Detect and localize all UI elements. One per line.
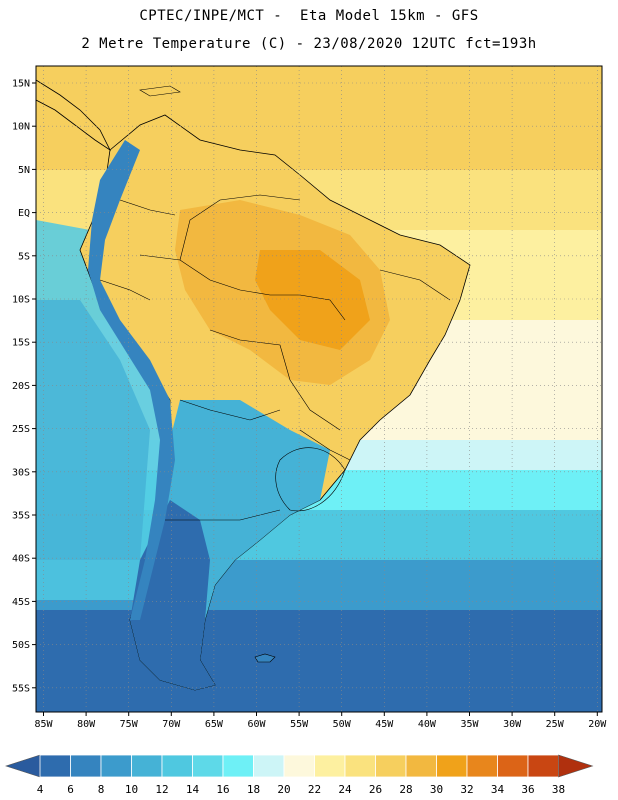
lon-tick-label: 25W <box>546 719 565 730</box>
colorbar-label: 22 <box>308 783 321 796</box>
latitude-axis: 15N 10N 5N EQ 5S 10S 15S 20S 25S 30S 35S 40S 45S 50S 5… <box>12 79 36 694</box>
lat-tick-label: EQ <box>18 208 30 219</box>
map-title-line-2: 2 Metre Temperature (C) - 23/08/2020 12U… <box>81 36 537 52</box>
colorbar-label: 38 <box>552 783 565 796</box>
lat-tick-label: 40S <box>12 554 30 565</box>
colorbar-segment <box>70 754 102 778</box>
lon-tick-label: 30W <box>503 719 522 730</box>
lat-tick-label: 20S <box>12 381 30 392</box>
longitude-axis: 85W 80W 75W 70W 65W 60W 55W 50W 45W 40W 35W 30W 25W 2… <box>34 712 607 730</box>
colorbar-label: 28 <box>399 783 412 796</box>
lat-tick-label: 5S <box>18 251 30 262</box>
colorbar-label: 4 <box>37 783 44 796</box>
colorbar-segment <box>131 754 163 778</box>
colorbar-label: 18 <box>247 783 260 796</box>
temperature-field <box>36 66 602 712</box>
colorbar-segment <box>39 754 71 778</box>
ocean-band-colder <box>36 610 602 712</box>
lat-tick-label: 30S <box>12 467 30 478</box>
colorbar-segment <box>527 754 559 778</box>
lat-tick-label: 5N <box>18 165 30 176</box>
colorbar-segment <box>314 754 346 778</box>
colorbar-right-arrow <box>558 754 594 778</box>
central-america-land <box>36 79 112 152</box>
lat-tick-label: 10N <box>12 122 30 133</box>
lon-tick-label: 55W <box>290 719 309 730</box>
colorbar-label: 16 <box>216 783 229 796</box>
lon-tick-label: 65W <box>205 719 224 730</box>
falkland-islands <box>254 653 276 663</box>
lon-tick-label: 45W <box>375 719 394 730</box>
colorbar-left-arrow <box>5 754 41 778</box>
colorbar-label: 14 <box>186 783 200 796</box>
colorbar-segment <box>344 754 376 778</box>
colorbar-label: 8 <box>98 783 105 796</box>
lat-tick-label: 10S <box>12 295 30 306</box>
lat-tick-label: 55S <box>12 683 30 694</box>
colorbar-segment <box>283 754 315 778</box>
colorbar-segment <box>405 754 437 778</box>
colorbar-label: 12 <box>155 783 168 796</box>
colorbar-label: 24 <box>338 783 352 796</box>
lon-tick-label: 40W <box>418 719 437 730</box>
lat-tick-label: 15N <box>12 79 30 90</box>
colorbar-segment <box>466 754 498 778</box>
colorbar-label: 10 <box>125 783 138 796</box>
lat-tick-label: 45S <box>12 597 30 608</box>
lon-tick-label: 20W <box>588 719 607 730</box>
colorbar-label: 34 <box>491 783 505 796</box>
lat-tick-label: 35S <box>12 511 30 522</box>
colorbar-segment <box>161 754 193 778</box>
colorbar-segment <box>253 754 285 778</box>
colorbar: 4 6 8 10 12 14 16 18 20 22 24 26 28 30 32 34 36 38 <box>5 754 594 796</box>
lon-tick-label: 60W <box>247 719 266 730</box>
caribbean-island <box>139 85 181 97</box>
colorbar-label: 32 <box>460 783 473 796</box>
lon-tick-label: 50W <box>333 719 352 730</box>
colorbar-segment <box>192 754 224 778</box>
colorbar-label: 30 <box>430 783 443 796</box>
lon-tick-label: 70W <box>162 719 181 730</box>
colorbar-label: 6 <box>67 783 74 796</box>
colorbar-segment <box>375 754 407 778</box>
lat-tick-label: 50S <box>12 640 30 651</box>
colorbar-segment <box>436 754 468 778</box>
colorbar-label: 36 <box>521 783 534 796</box>
colorbar-segment <box>222 754 254 778</box>
andes-ridge <box>88 140 175 620</box>
lon-tick-label: 80W <box>77 719 96 730</box>
lat-tick-label: 25S <box>12 424 30 435</box>
interior-hot-zone <box>255 250 370 350</box>
lon-tick-label: 85W <box>34 719 53 730</box>
colorbar-label: 20 <box>277 783 290 796</box>
lat-tick-label: 15S <box>12 338 30 349</box>
map-frame <box>35 65 603 713</box>
colorbar-segment <box>100 754 132 778</box>
colorbar-label: 26 <box>369 783 382 796</box>
lon-tick-label: 75W <box>120 719 139 730</box>
colorbar-segment <box>497 754 529 778</box>
lon-tick-label: 35W <box>460 719 479 730</box>
pacific-cold-tongue <box>36 300 150 560</box>
map-title-line-1: CPTEC/INPE/MCT - Eta Model 15km - GFS <box>139 8 479 24</box>
